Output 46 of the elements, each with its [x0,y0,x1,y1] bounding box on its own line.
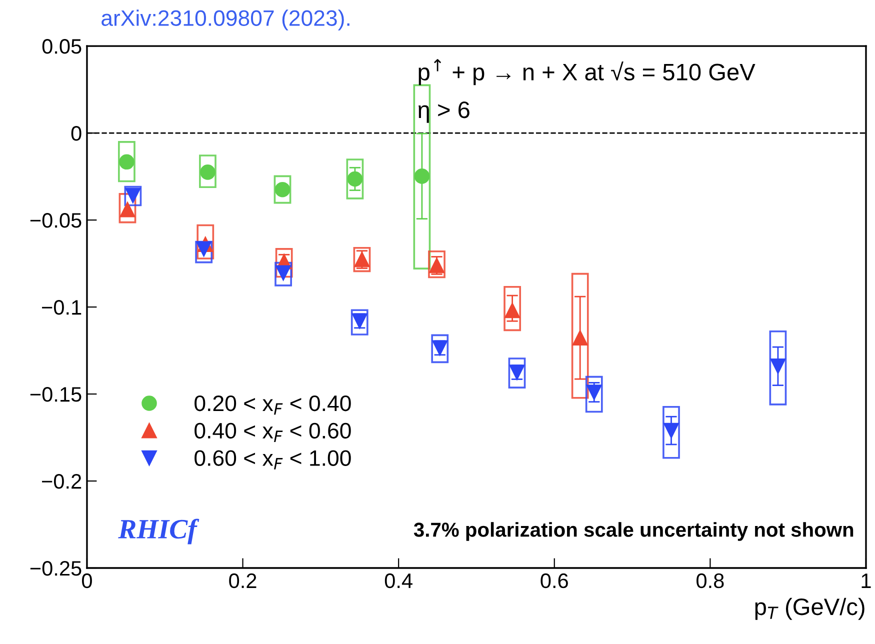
legend-label: 0.20 < x$_{F}$ < 0.40 [194,395,351,415]
point [770,358,786,374]
annotation: RHICf [118,518,200,544]
bar [769,330,787,406]
bar [196,224,214,260]
bar [350,309,368,336]
annotation: p$^{↑}$ + p → n + X at √s = 510 GeV [418,59,756,86]
bar [428,250,446,278]
bar [118,141,136,182]
y-tick-label: 0 [71,126,82,141]
bar [431,334,449,364]
bar [571,272,589,399]
bar [508,358,526,388]
y-tick-label: −0.15 [30,387,82,402]
bar [199,154,216,188]
bar [275,248,293,278]
x-tick-label: 0.2 [229,573,256,588]
x-tick-label: 1 [862,574,871,588]
y-tick-label: −0.05 [30,213,82,228]
y-tick-label: 0.05 [42,39,82,54]
x-tick-label: 0.8 [696,573,724,588]
bar [195,240,213,264]
y-tick-label: −0.25 [30,561,82,576]
annotation: 3.7% polarization scale uncertainty not shown [414,522,854,541]
bar [274,175,292,204]
bar [346,158,364,200]
bar [274,262,292,286]
y-tick-label: −0.1 [42,300,82,315]
point [572,330,588,346]
bar [504,286,522,332]
x-axis-title: p$_{T}$ (GeV/c) [755,598,864,620]
point [414,168,430,184]
bar [662,406,680,459]
text: arXiv:2310.09807 (2023). [102,10,350,30]
bar [413,84,431,270]
x-tick-label: 0.4 [384,573,412,588]
legend-label: 0.40 < x$_{F}$ < 0.60 [194,422,351,442]
bar [585,376,603,413]
y-tick-label: −0.2 [42,474,82,489]
bar [118,193,136,224]
bar [124,186,142,206]
x-tick-label: 0.6 [540,573,568,588]
legend-label: 0.60 < x$_{F}$ < 1.00 [194,450,351,470]
x-tick-label: 0 [82,573,92,588]
bar [353,246,371,272]
annotation: η > 6 [418,101,470,123]
